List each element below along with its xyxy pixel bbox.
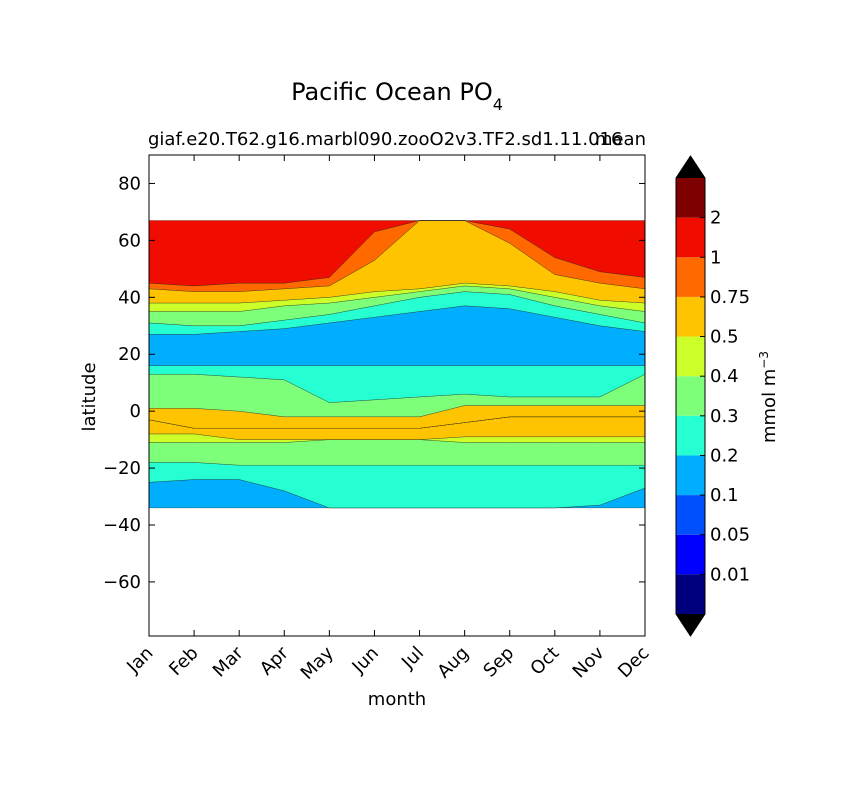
y-tick-label: −60: [103, 572, 141, 593]
colorbar-tick-label: 2: [710, 208, 721, 229]
colorbar-label: mmol m−3: [757, 351, 780, 443]
y-tick-label: 40: [118, 287, 141, 308]
y-tick-label: −20: [103, 458, 141, 479]
colorbar-bin: [676, 495, 705, 535]
x-tick-label: Jun: [348, 643, 383, 678]
x-axis-label: month: [368, 689, 426, 710]
x-tick-label: Jul: [397, 643, 428, 674]
colorbar-tick-label: 0.75: [710, 287, 750, 308]
colorbar: 0.01 0.05 0.1 0.2 0.3 0.4 0.5 0.75 1 2: [675, 155, 750, 637]
colorbar-bin: [676, 257, 705, 297]
colorbar-tick-label: 0.01: [710, 564, 750, 585]
colorbar-bin: [676, 415, 705, 456]
colorbar-tick-label: 0.5: [710, 327, 739, 348]
colorbar-outline: [675, 155, 706, 637]
contour-band-16: [149, 220, 645, 287]
colorbar-bin: [676, 455, 705, 496]
colorbar-tick-label: 0.2: [710, 445, 739, 466]
chart-title-subscript: 4: [493, 95, 503, 114]
colorbar-bin: [676, 296, 705, 337]
colorbar-tick-label: 0.1: [710, 485, 739, 506]
y-axis-label: latitude: [79, 362, 100, 431]
chart-subtitle-right: mean: [595, 129, 646, 150]
x-tick-label: Feb: [165, 643, 202, 680]
colorbar-bin: [676, 336, 705, 377]
colorbar-bin: [676, 376, 705, 416]
x-tick-label: Sep: [479, 643, 518, 682]
x-tick-label: May: [297, 642, 338, 683]
colorbar-under-arrow: [676, 614, 705, 636]
x-tick-label: Oct: [526, 643, 563, 680]
y-tick-label: 60: [118, 230, 141, 251]
contour-band-2: [149, 439, 645, 466]
colorbar-bin: [676, 574, 705, 614]
colorbar-tick-label: 1: [710, 247, 721, 268]
colorbar-bin: [676, 178, 705, 218]
colorbar-tick-label: 0.3: [710, 406, 739, 427]
plot-area: 80 60 40 20 0 −20 −40 −60 Jan Feb Mar Apr May Jun Jul…: [103, 154, 654, 684]
x-tick-label: Apr: [256, 642, 293, 679]
x-tick-label: Jan: [122, 643, 157, 678]
colorbar-tick-label: 0.4: [710, 366, 739, 387]
chart-title: Pacific Ocean PO4: [291, 78, 503, 114]
y-tick-label: 80: [118, 173, 141, 194]
y-axis-ticks: 80 60 40 20 0 −20 −40 −60: [103, 173, 645, 593]
chart-subtitle-left: giaf.e20.T62.g16.marbl090.zooO2v3.TF2.sd…: [148, 129, 622, 150]
y-tick-label: 20: [118, 344, 141, 365]
x-tick-label: Aug: [433, 643, 473, 683]
y-tick-label: −40: [103, 515, 141, 536]
x-tick-label: Mar: [209, 642, 248, 681]
colorbar-over-arrow: [676, 156, 705, 178]
x-tick-label: Nov: [569, 642, 609, 682]
colorbar-bin: [676, 534, 705, 575]
colorbar-bin: [676, 217, 705, 258]
plot-frame: [148, 154, 646, 637]
y-tick-label: 0: [130, 401, 141, 422]
colorbar-label-exponent: −3: [757, 351, 771, 369]
contour-fills: [149, 220, 645, 509]
colorbar-tick-label: 0.05: [710, 525, 750, 546]
x-tick-label: Dec: [614, 643, 653, 682]
